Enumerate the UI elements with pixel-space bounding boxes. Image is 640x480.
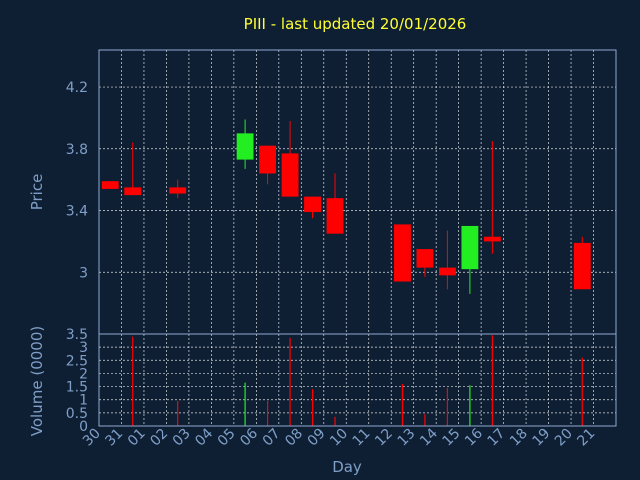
volume-tick-label: 1.5 (66, 380, 88, 396)
volume-tick-label: 2 (79, 366, 88, 382)
candle-body (101, 181, 119, 189)
candle-body (573, 242, 591, 290)
day-tick-label: 02 (147, 426, 171, 450)
price-tick-label: 3 (79, 265, 88, 281)
candle-body (281, 153, 299, 197)
price-axis-label: Price (28, 174, 46, 211)
day-tick-label: 05 (215, 426, 239, 450)
candle-body (438, 267, 456, 276)
day-axis-label: Day (332, 458, 362, 476)
candle-body (169, 187, 187, 194)
candle-body (416, 249, 434, 268)
day-tick-label: 11 (350, 426, 374, 450)
volume-tick-label: 0 (79, 419, 88, 435)
day-tick-label: 19 (529, 426, 553, 450)
day-tick-label: 08 (282, 426, 306, 450)
volume-tick-label: 0.5 (66, 406, 88, 422)
candle-body (124, 187, 142, 196)
day-tick-label: 04 (192, 425, 216, 449)
volume-tick-label: 2.5 (66, 353, 88, 369)
day-tick-label: 07 (260, 426, 284, 450)
candle-body (483, 236, 501, 242)
candle-body (304, 196, 321, 213)
candle-body (259, 145, 277, 174)
day-tick-label: 16 (462, 425, 486, 449)
day-tick-label: 09 (305, 426, 329, 450)
volume-tick-label: 3.5 (66, 327, 88, 343)
day-tick-label: 03 (170, 426, 194, 450)
price-tick-label: 4.2 (66, 80, 88, 96)
day-tick-label: 20 (552, 426, 576, 450)
day-tick-label: 06 (237, 425, 261, 449)
day-tick-label: 17 (485, 426, 509, 450)
volume-panel-frame (98, 333, 617, 427)
volume-tick-label: 3 (79, 340, 88, 356)
volume-axis-label: Volume (0000) (28, 326, 46, 436)
volume-panel: 3.532.521.510.50303101020304050607080910… (66, 327, 617, 450)
candle-body (236, 133, 254, 160)
price-tick-label: 3.4 (66, 204, 88, 220)
day-tick-label: 31 (102, 426, 126, 450)
chart-title: PIII - last updated 20/01/2026 (244, 15, 467, 33)
volume-tick-label: 1 (79, 393, 88, 409)
day-tick-label: 18 (507, 426, 531, 450)
candle-body (461, 225, 479, 270)
day-tick-label: 15 (440, 426, 464, 450)
candle-body (326, 198, 344, 234)
day-tick-label: 01 (125, 426, 149, 450)
day-tick-label: 12 (372, 426, 396, 450)
day-tick-label: 10 (327, 426, 351, 450)
day-tick-label: 21 (574, 426, 598, 450)
day-tick-label: 13 (395, 426, 419, 450)
price-tick-label: 3.8 (66, 142, 88, 158)
price-panel: 4.2 3.8 3.4 3 (66, 49, 617, 335)
day-tick-label: 14 (417, 425, 441, 449)
candle-body (394, 224, 411, 282)
